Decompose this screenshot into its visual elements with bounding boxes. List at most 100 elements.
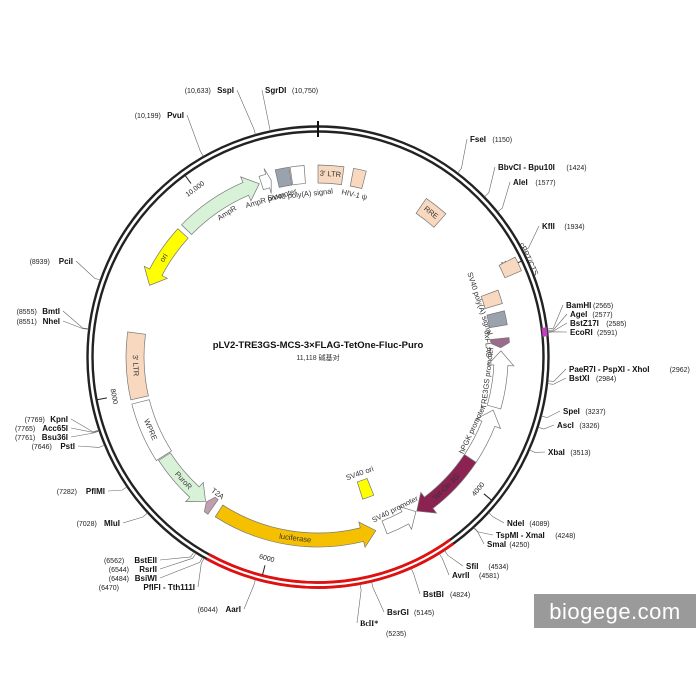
feature-label-3xflag: 3xFLAG — [482, 330, 493, 358]
site-pos-ecori: (2591) — [597, 330, 617, 337]
site-leader-kfli — [522, 225, 540, 252]
site-name-avrii: AvrII — [452, 571, 470, 580]
site-pos-bmti: (8555) — [17, 309, 37, 316]
site-leader-bmti — [62, 310, 89, 330]
site-name-ecori: EcoRI — [570, 328, 593, 337]
backbone-circle — [86, 121, 550, 589]
site-leader-mlui — [122, 512, 148, 524]
site-pos-bcli: (5235) — [386, 631, 406, 638]
restriction-sites: SgrDI (10,750) SspI (10,633) PvuI (10,199) Fse… — [15, 86, 690, 638]
site-name-bstxi: BstXI — [569, 374, 589, 383]
site-pos-sfii: (4534) — [488, 564, 508, 571]
feature-3-ltr-2 — [125, 331, 149, 401]
site-leader-fsei — [457, 138, 468, 174]
site-leader-avrii — [439, 553, 450, 576]
site-name-paer7i-pspxi-xhoi: PaeR7I - PspXI - XhoI — [569, 365, 649, 374]
site-leader-aari — [243, 579, 256, 610]
site-name-asci: AscI — [557, 421, 574, 430]
feature-3-ltr — [317, 164, 345, 185]
site-pos-ndei: (4089) — [529, 521, 549, 528]
watermark-background — [534, 594, 696, 628]
tick-mark — [184, 175, 192, 184]
site-leader-smai — [473, 527, 485, 545]
site-name-bsteii: BstEII — [134, 556, 157, 565]
site-pos-alei: (1577) — [535, 180, 555, 187]
tick-mark — [97, 397, 108, 401]
site-name-pcii: PciI — [59, 257, 73, 266]
site-leader-pcii — [75, 260, 101, 281]
site-pos-nhei: (8551) — [17, 319, 37, 326]
site-name-kfli: KflI — [542, 222, 555, 231]
tick-label: 8000 — [108, 388, 118, 405]
site-pos-bsu36i: (7761) — [15, 435, 35, 442]
site-pos-bbvci-bpu10i: (1424) — [566, 165, 586, 172]
feature-label-sv40-poly-a-signal-2: SV40 poly(A) signal — [267, 186, 334, 202]
site-pos-bamhi: (2565) — [593, 303, 613, 310]
site-leader-rsrii — [159, 552, 197, 570]
site-name-spei: SpeI — [563, 407, 580, 416]
site-name-fsei: FseI — [470, 135, 486, 144]
site-pos-sspi: (10,633) — [185, 88, 211, 95]
site-pos-pflmi: (7282) — [57, 489, 77, 496]
site-name-alei: AleI — [513, 178, 528, 187]
feature-ampr — [181, 176, 260, 236]
site-pos-rsrii: (6544) — [109, 567, 129, 574]
site-name-kpni: KpnI — [50, 415, 68, 424]
site-pos-tspmi-xmai: (4248) — [555, 533, 575, 540]
site-leader-xbai — [529, 449, 546, 453]
red-region-outer — [206, 542, 455, 589]
site-name-mlui: MluI — [104, 519, 120, 528]
site-pos-fsei: (1150) — [492, 137, 512, 144]
site-leader-ecori — [547, 331, 568, 333]
feature-rre — [415, 197, 447, 228]
feature-tre3gs-promoter — [486, 350, 515, 410]
site-pos-acc65i: (7765) — [15, 426, 35, 433]
site-pos-psti: (7646) — [32, 444, 52, 451]
site-name-pflmi: PflMI — [86, 487, 105, 496]
feature-sv40-promoter — [381, 505, 417, 535]
site-name-pvui: PvuI — [167, 111, 184, 120]
site-name-bsu36i: Bsu36I — [42, 433, 68, 442]
site-pos-pcii: (8939) — [30, 259, 50, 266]
site-leader-nhei — [62, 320, 89, 330]
site-name-sfii: SfiI — [466, 562, 478, 571]
mcs-segment — [541, 327, 548, 337]
site-name-nhei: NheI — [43, 317, 60, 326]
site-pos-spei: (3237) — [585, 409, 605, 416]
feature-label-hiv-1: HIV-1 ψ — [341, 187, 369, 201]
site-leader-pflfi-tth111i — [197, 557, 205, 588]
feature-label-luciferase: luciferase — [279, 532, 312, 545]
red-region-inner — [208, 538, 452, 584]
site-leader-bamhi — [547, 304, 564, 330]
plasmid-name: pLV2-TRE3GS-MCS-3×FLAG-TetOne-Fluc-Puro — [213, 340, 424, 351]
feature-3xflag — [490, 337, 510, 349]
site-pos-pvui: (10,199) — [135, 113, 161, 120]
feature-label-sv40-ori: SV40 ori — [345, 464, 375, 482]
site-leader-sspi — [236, 89, 256, 135]
site-leader-bsu36i — [70, 430, 100, 438]
site-pos-kfli: (1934) — [564, 224, 584, 231]
site-pos-bstz17i: (2585) — [606, 321, 626, 328]
site-name-bbvci-bpu10i: BbvCI - Bpu10I — [498, 163, 555, 172]
site-name-rsrii: RsrII — [139, 565, 157, 574]
feature-sv40-ori — [356, 478, 375, 500]
site-name-sgrdi: SgrDI — [265, 86, 286, 95]
site-leader-bstxi — [547, 377, 567, 385]
site-leader-psti — [77, 444, 105, 448]
site-pos-asci: (3326) — [579, 423, 599, 430]
feature-ori — [143, 228, 189, 286]
site-name-bsiwi: BsiWI — [135, 574, 157, 583]
site-leader-pflmi — [107, 486, 128, 492]
site-name-acc65i: Acc65I — [42, 424, 68, 433]
site-leader-alei — [497, 181, 511, 213]
site-pos-bstxi: (2984) — [596, 376, 616, 383]
tick-mark — [483, 493, 492, 501]
feature-cppt-cts — [498, 256, 522, 279]
site-name-bstbi: BstBI — [423, 590, 444, 599]
site-name-bmti: BmtI — [42, 307, 60, 316]
feature-grey-box-2 — [274, 166, 293, 188]
site-name-sspi: SspI — [217, 86, 234, 95]
site-pos-bsrgi: (5145) — [414, 610, 434, 617]
